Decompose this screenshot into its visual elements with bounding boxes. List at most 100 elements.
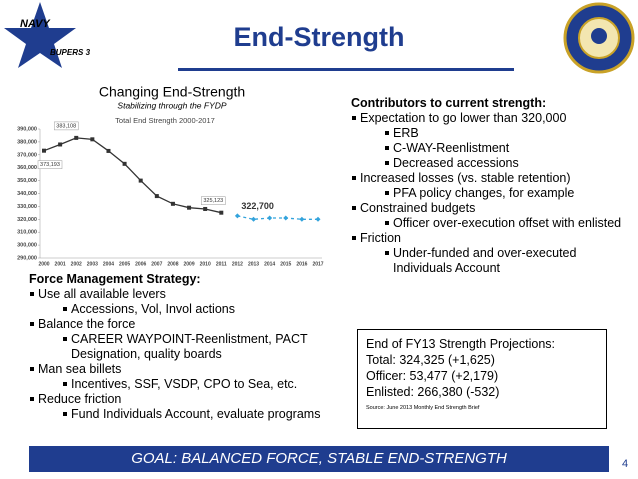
list-subitem: C-WAY-Reenlistment	[351, 141, 636, 156]
x-tick-label: 2016	[296, 261, 307, 267]
list-subitem: Officer over-execution offset with enlis…	[351, 216, 636, 231]
bullet-text: Friction	[360, 231, 401, 245]
bullet-text: Man sea billets	[38, 362, 122, 376]
x-tick-label: 2000	[38, 261, 49, 267]
bullet	[30, 292, 34, 296]
point-marker	[203, 206, 208, 211]
point-marker	[267, 215, 273, 221]
series-line	[237, 215, 318, 220]
contributors: Contributors to current strength: Expecta…	[351, 96, 636, 276]
projection-source: Source: June 2013 Monthly End Strength B…	[366, 405, 480, 411]
y-tick-label: 290,000	[17, 255, 37, 261]
page-number: 4	[622, 458, 629, 470]
logo-text: NAVY	[20, 18, 51, 30]
bullet	[30, 322, 34, 326]
x-tick-label: 2010	[200, 261, 211, 267]
x-tick-label: 2006	[135, 261, 146, 267]
data-label: 383,108	[56, 123, 76, 129]
point-marker	[283, 215, 289, 221]
x-tick-label: 2017	[312, 261, 323, 267]
bullet-text: Decreased accessions	[393, 156, 519, 170]
list-subitem: Accessions, Vol, Invol actions	[29, 302, 359, 317]
y-tick-label: 320,000	[17, 217, 37, 223]
bullet	[63, 412, 67, 416]
bullet-text: Fund Individuals Account, evaluate progr…	[71, 407, 321, 421]
projection-line: Enlisted: 266,380 (-532)	[366, 385, 500, 399]
point-marker	[106, 148, 111, 153]
projection-line: Total: 324,325 (+1,625)	[366, 353, 495, 367]
label-box	[201, 196, 226, 205]
projection-line: Officer: 53,477 (+2,179)	[366, 369, 499, 383]
bullet-text: Reduce friction	[38, 392, 122, 406]
bullet	[352, 206, 356, 210]
bullet	[385, 161, 389, 165]
bullet-text: Officer over-execution offset with enlis…	[393, 216, 622, 230]
x-tick-label: 2014	[264, 261, 275, 267]
x-tick-label: 2013	[248, 261, 259, 267]
y-tick-label: 310,000	[17, 230, 37, 236]
list-item: Friction	[351, 231, 636, 246]
bullet-text: Use all available levers	[38, 287, 166, 301]
list-item: Man sea billets	[29, 362, 359, 377]
y-tick-label: 300,000	[17, 243, 37, 249]
chart-subtitle: Stabilizing through the FYDP	[117, 100, 226, 110]
label-box	[53, 121, 79, 131]
point-marker	[315, 216, 321, 222]
x-tick-label: 2004	[103, 261, 114, 267]
bullet	[63, 382, 67, 386]
bullet-text: Expectation to go lower than 320,000	[360, 111, 567, 125]
bullet-text: C-WAY-Reenlistment	[393, 141, 510, 155]
list-subitem: Fund Individuals Account, evaluate progr…	[29, 407, 359, 422]
list-subitem: ERB	[351, 126, 636, 141]
x-tick-label: 2011	[216, 261, 227, 267]
y-tick-label: 380,000	[17, 139, 37, 145]
point-marker	[170, 201, 175, 206]
list-item: Use all available levers	[29, 287, 359, 302]
list-subitem: Decreased accessions	[351, 156, 636, 171]
list-subitem: PFA policy changes, for example	[351, 186, 636, 201]
list-item: Expectation to go lower than 320,000	[351, 111, 636, 126]
bullet-text: ERB	[393, 126, 419, 140]
data-label: 325,123	[203, 198, 223, 204]
bullet	[385, 191, 389, 195]
chart: Changing End-Strength Stabilizing throug…	[17, 84, 324, 268]
bullet-text: Accessions, Vol, Invol actions	[71, 302, 235, 316]
list-subitem: Under-funded and over-executed Individua…	[351, 246, 636, 276]
list-subitem: CAREER WAYPOINT-Reenlistment, PACT Desig…	[29, 332, 359, 362]
x-tick-label: 2005	[119, 261, 130, 267]
bullet	[352, 116, 356, 120]
chart-title: Changing End-Strength	[99, 84, 245, 100]
series-line	[43, 137, 222, 214]
data-label: 322,700	[241, 201, 274, 211]
y-tick-label: 370,000	[17, 152, 37, 158]
bullet-text: Constrained budgets	[360, 201, 476, 215]
point-marker	[42, 148, 46, 153]
bullet	[352, 236, 356, 240]
y-tick-label: 390,000	[17, 126, 37, 132]
point-marker	[234, 213, 240, 219]
point-marker	[251, 216, 257, 222]
x-tick-label: 2015	[280, 261, 291, 267]
point-marker	[74, 135, 79, 140]
bullet-text: Increased losses (vs. stable retention)	[360, 171, 571, 185]
list-heading: Contributors to current strength:	[351, 96, 547, 110]
bullet-text: CAREER WAYPOINT-Reenlistment, PACT Desig…	[71, 332, 308, 361]
bullet-text: Under-funded and over-executed Individua…	[393, 246, 577, 275]
bullet	[63, 307, 67, 311]
y-tick-label: 340,000	[17, 191, 37, 197]
list-item: Increased losses (vs. stable retention)	[351, 171, 636, 186]
bullet	[30, 397, 34, 401]
strategy: Force Management Strategy: Use all availa…	[29, 272, 359, 422]
logo-text: BUPERS 3	[50, 48, 91, 57]
bullet	[385, 221, 389, 225]
navy-logo: NAVY BUPERS 3	[4, 2, 91, 68]
goal-banner: GOAL: BALANCED FORCE, STABLE END-STRENGT…	[29, 446, 609, 472]
point-marker	[154, 194, 159, 199]
bullet	[30, 367, 34, 371]
projection-line: End of FY13 Strength Projections:	[366, 337, 555, 351]
point-marker	[299, 216, 305, 222]
point-marker	[90, 137, 95, 142]
list-item: Reduce friction	[29, 392, 359, 407]
bullet-text: Incentives, SSF, VSDP, CPO to Sea, etc.	[71, 377, 298, 391]
logo-star	[4, 2, 76, 68]
